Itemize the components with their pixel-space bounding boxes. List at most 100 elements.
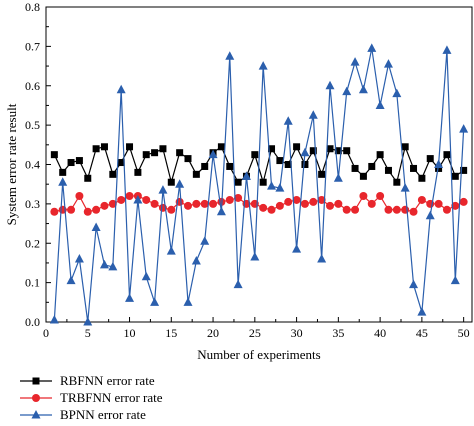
data-point [125,293,135,302]
data-point [167,178,175,186]
data-point [376,192,385,200]
data-point [67,205,76,214]
y-tick-label: 0.1 [25,276,40,290]
data-point [67,159,75,167]
x-tick-label: 10 [124,326,136,340]
data-point [434,159,444,168]
data-point [192,170,200,178]
data-point [108,199,117,208]
data-point [343,147,351,155]
x-tick-label: 15 [165,326,177,340]
data-point [358,84,368,94]
data-point [183,297,193,306]
data-point [383,59,393,68]
data-point [58,177,68,186]
data-point [459,124,469,133]
data-point [401,143,409,151]
data-point [234,178,242,186]
x-tick-label: 5 [85,326,91,340]
legend-marker [31,410,41,419]
data-point [268,145,276,153]
data-point [309,147,317,155]
data-point [400,183,410,192]
data-point [392,205,401,214]
data-point [175,179,185,188]
data-point [333,173,343,182]
x-axis: 0 5 10 15 20 25 30 35 40 45 50 [43,317,470,340]
data-point [459,197,468,206]
data-point [200,236,210,245]
data-point [417,307,427,316]
data-point [84,174,92,182]
x-tick-label: 0 [43,326,49,340]
y-tick-label: 0.4 [25,158,40,172]
data-point [234,193,243,202]
y-tick-label: 0.7 [25,39,40,53]
x-tick-label: 20 [207,326,219,340]
data-point [251,151,259,159]
data-point [301,161,309,168]
data-point [100,201,109,210]
legend-item: TRBFNN error rate [20,390,163,405]
data-point [141,271,151,281]
data-point [83,207,92,216]
data-point [367,199,376,208]
data-point [284,161,292,168]
data-point [59,168,67,176]
data-point [134,168,142,176]
data-point [368,162,376,170]
data-point [367,43,377,52]
series-layer [49,43,469,326]
y-tick-label: 0.6 [25,79,40,93]
y-tick-label: 0.2 [25,236,40,250]
data-point [418,174,426,182]
data-point [351,164,359,172]
data-point [334,199,343,208]
legend-item: RBFNN error rate [20,373,155,388]
data-point [442,45,452,54]
data-point [150,297,160,306]
data-point [116,84,126,94]
data-point [75,157,83,165]
data-point [258,61,268,70]
data-point [109,170,117,178]
y-axis-title: System error rate result [4,103,19,225]
data-point [317,254,327,263]
data-point [184,155,192,163]
data-point [117,159,125,167]
data-point [216,206,226,216]
y-axis: 0.0 0.1 0.2 0.3 0.4 0.5 0.6 0.7 0.8 [25,0,51,329]
data-point [300,199,309,208]
data-point [292,195,301,204]
y-tick-label: 0.8 [25,0,40,14]
data-point [451,201,460,210]
data-point [426,155,434,163]
data-point [325,80,335,90]
data-point [326,201,334,210]
data-point [192,199,201,208]
data-point [225,195,234,204]
series-triangle [49,43,469,326]
x-tick-label: 35 [332,326,344,340]
data-point [191,255,201,265]
data-point [108,261,118,271]
data-point [293,143,301,151]
x-tick-label: 25 [249,326,261,340]
data-point [184,201,192,210]
data-point [318,170,326,178]
data-point [125,192,134,200]
data-point [434,199,443,208]
data-point [359,192,368,200]
data-point [393,178,401,186]
series-circle [50,192,468,216]
data-point [435,164,443,172]
data-point [225,51,235,60]
x-tick-label: 30 [291,326,303,340]
legend: RBFNN error rate TRBFNN error rate BPNN er… [20,373,163,422]
data-point [159,145,167,153]
x-tick-label: 40 [374,326,386,340]
data-point [233,279,243,289]
data-point [226,162,234,170]
data-point [300,147,310,157]
legend-marker [32,377,40,385]
